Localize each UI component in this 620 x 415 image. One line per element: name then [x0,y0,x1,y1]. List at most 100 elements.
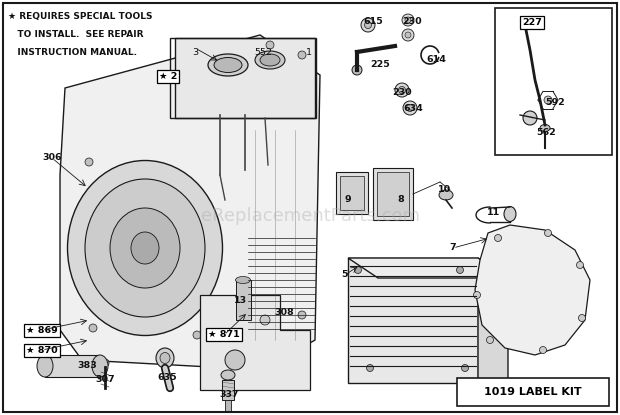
Text: 8: 8 [397,195,404,204]
Ellipse shape [221,370,235,380]
Text: 3: 3 [192,48,198,57]
Ellipse shape [402,29,414,41]
Ellipse shape [298,311,306,319]
Ellipse shape [366,364,373,371]
Text: 383: 383 [77,361,97,370]
Ellipse shape [37,355,53,377]
Text: TO INSTALL.  SEE REPAIR: TO INSTALL. SEE REPAIR [8,30,143,39]
Ellipse shape [298,51,306,59]
Ellipse shape [225,350,245,370]
Text: 13: 13 [234,296,247,305]
Text: ★ REQUIRES SPECIAL TOOLS: ★ REQUIRES SPECIAL TOOLS [8,12,153,21]
Ellipse shape [399,86,405,93]
Text: ★ 2: ★ 2 [159,72,177,81]
Ellipse shape [236,276,250,283]
Text: 230: 230 [402,17,422,26]
Bar [348,258,478,383]
Bar [45,355,100,377]
Ellipse shape [110,208,180,288]
Text: 5: 5 [342,270,348,279]
Text: 308: 308 [274,308,294,317]
Ellipse shape [352,65,362,75]
Text: 614: 614 [426,55,446,64]
Text: 306: 306 [42,153,62,162]
Ellipse shape [461,364,469,371]
Ellipse shape [405,17,411,23]
Text: 230: 230 [392,88,412,97]
Bar [495,8,612,155]
Bar [225,400,231,412]
Text: 10: 10 [438,185,451,194]
Ellipse shape [456,266,464,273]
Ellipse shape [156,348,174,368]
Ellipse shape [208,54,248,76]
Bar [336,172,368,214]
Text: 337: 337 [219,390,239,399]
Polygon shape [348,258,508,278]
Text: ★ 869: ★ 869 [26,326,58,335]
Ellipse shape [578,315,585,322]
Ellipse shape [85,179,205,317]
Ellipse shape [402,14,414,26]
Text: ★ 870: ★ 870 [26,346,58,355]
Ellipse shape [260,315,270,325]
Ellipse shape [487,337,494,344]
Polygon shape [475,225,590,355]
Ellipse shape [68,161,223,335]
Text: 615: 615 [363,17,383,26]
Ellipse shape [439,190,453,200]
Ellipse shape [523,111,537,125]
Ellipse shape [266,41,274,49]
Bar [377,172,409,216]
Text: 1019 LABEL KIT: 1019 LABEL KIT [484,387,582,397]
Ellipse shape [474,291,480,298]
Ellipse shape [214,58,242,73]
Polygon shape [60,35,320,370]
Ellipse shape [407,105,414,112]
Text: 7: 7 [450,243,456,252]
Ellipse shape [539,347,546,354]
Ellipse shape [577,261,583,269]
Text: 9: 9 [345,195,352,204]
Text: 225: 225 [370,60,390,69]
Bar [170,38,316,118]
Ellipse shape [544,229,552,237]
Text: ★ 871: ★ 871 [208,330,240,339]
Bar [457,378,609,406]
Text: 562: 562 [536,128,556,137]
Text: 634: 634 [403,104,423,113]
Ellipse shape [85,158,93,166]
Ellipse shape [255,51,285,69]
Text: 552: 552 [254,48,272,57]
Ellipse shape [405,32,411,38]
Ellipse shape [92,355,108,377]
Text: 592: 592 [545,98,565,107]
Text: 1: 1 [306,48,312,57]
Ellipse shape [540,124,550,132]
Text: 635: 635 [157,373,177,382]
Ellipse shape [131,232,159,264]
Text: 307: 307 [95,375,115,384]
Ellipse shape [355,266,361,273]
Ellipse shape [544,96,552,104]
Ellipse shape [89,324,97,332]
Ellipse shape [193,331,201,339]
Polygon shape [478,258,508,403]
Text: eReplacementParts.com: eReplacementParts.com [200,207,420,225]
Bar [222,380,234,400]
Ellipse shape [365,22,371,29]
Bar [236,280,251,320]
Ellipse shape [495,234,502,242]
Polygon shape [175,38,315,118]
Ellipse shape [504,207,516,222]
Polygon shape [200,295,310,390]
Ellipse shape [260,54,280,66]
Bar [340,176,364,210]
Bar [373,168,413,220]
Ellipse shape [361,18,375,32]
Text: 227: 227 [522,18,542,27]
Ellipse shape [160,352,170,364]
Text: 11: 11 [487,208,500,217]
Ellipse shape [403,101,417,115]
Ellipse shape [395,83,409,97]
